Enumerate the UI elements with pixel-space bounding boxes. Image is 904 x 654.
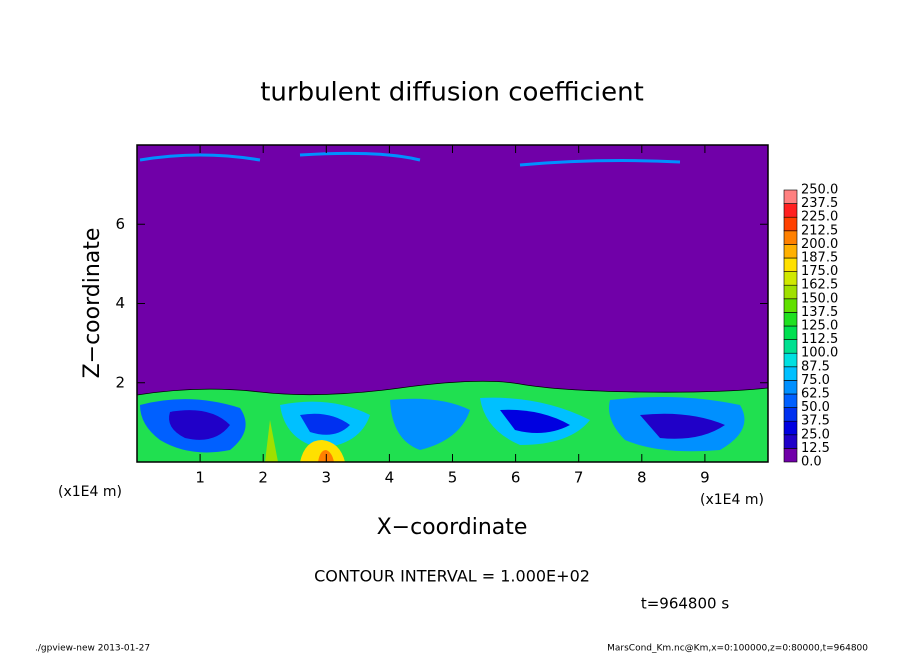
colorbar-label: 62.5 [801, 387, 830, 402]
colorbar-box [783, 216, 798, 232]
x-tick-label: 8 [637, 469, 647, 487]
colorbar-box [783, 244, 798, 259]
x-unit: (x1E4 m) [58, 484, 122, 500]
footer: MarsCond_Km.nc@Km,x=0:100000,z=0:80000,t… [607, 644, 868, 654]
colorbar-label: 125.0 [801, 319, 838, 334]
colorbar-box [783, 257, 798, 272]
y-tick-label: 2 [115, 373, 125, 391]
colorbar-box [783, 420, 798, 436]
x-tick-label: 6 [511, 469, 521, 487]
colorbar-label: 187.5 [801, 251, 838, 266]
colorbar-label: 237.5 [801, 196, 838, 211]
colorbar-box [783, 271, 798, 286]
x-tick-label: 3 [322, 469, 332, 487]
colorbar-label: 175.0 [801, 264, 838, 279]
colorbar-box [783, 366, 798, 381]
colorbar-label: 25.0 [801, 427, 830, 442]
x-tick-label: 1 [195, 469, 205, 487]
y-tick-label: 6 [115, 215, 125, 233]
x-tick-label: 2 [258, 469, 268, 487]
time-label: t=964800 s [641, 595, 729, 613]
colorbar-label: 250.0 [801, 183, 838, 198]
colorbar-box [783, 203, 798, 218]
colorbar-label: 150.0 [801, 291, 838, 306]
colorbar-label: 162.5 [801, 278, 838, 293]
colorbar-label: 37.5 [801, 414, 830, 429]
colorbar-label: 137.5 [801, 305, 838, 320]
y-tick-label: 4 [115, 294, 125, 312]
x-tick-label: 9 [700, 469, 710, 487]
colorbar-label: 50.0 [801, 400, 830, 415]
colorbar-label: 225.0 [801, 210, 838, 225]
colorbar-box [783, 448, 798, 463]
colorbar-box [783, 407, 798, 422]
colorbar-label: 87.5 [801, 359, 830, 374]
colorbar-label: 0.0 [801, 455, 822, 470]
colorbar-box [783, 393, 798, 408]
colorbar-box [783, 230, 798, 245]
colorbar-label: 12.5 [801, 441, 830, 456]
colorbar-box [783, 352, 798, 368]
colorbar-box [783, 380, 798, 395]
x-tick-label: 4 [385, 469, 395, 487]
colorbar-label: 75.0 [801, 373, 830, 388]
x-axis-label: X−coordinate [377, 515, 528, 540]
colorbar-box [783, 325, 798, 340]
colorbar-box [783, 312, 798, 327]
colorbar-label: 100.0 [801, 346, 838, 361]
contour-field [136, 145, 769, 463]
colorbar-box [783, 284, 798, 300]
x-tick-label: 5 [448, 469, 458, 487]
colorbar-box [783, 189, 798, 204]
colorbar-label: 112.5 [801, 332, 838, 347]
x-unit: (x1E4 m) [700, 492, 764, 508]
colorbar-label: 212.5 [801, 223, 838, 238]
colorbar-box [783, 339, 798, 354]
contour-interval: CONTOUR INTERVAL = 1.000E+02 [314, 567, 590, 586]
chart-title: turbulent diffusion coefficient [260, 78, 644, 108]
colorbar-label: 200.0 [801, 237, 838, 252]
footer: ./gpview-new 2013-01-27 [35, 644, 150, 654]
colorbar-box [783, 434, 798, 449]
y-axis-label: Z−coordinate [80, 228, 105, 379]
x-tick-label: 7 [574, 469, 584, 487]
colorbar-box [783, 298, 798, 313]
